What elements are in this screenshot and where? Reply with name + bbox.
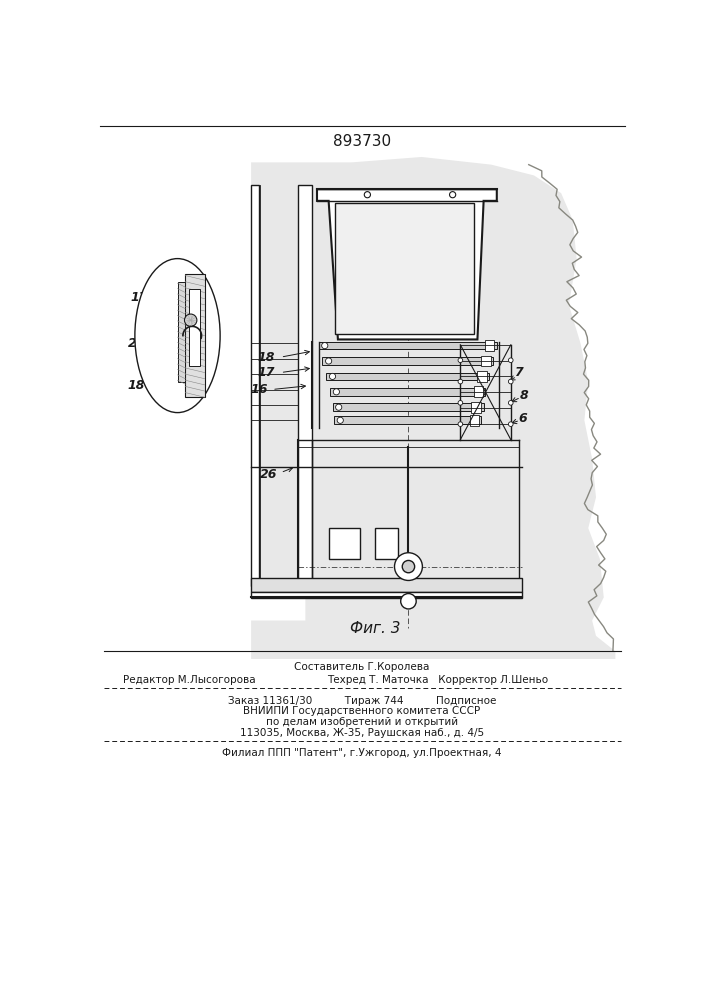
Circle shape: [336, 404, 341, 410]
Text: 25: 25: [128, 337, 145, 350]
Circle shape: [401, 594, 416, 609]
Circle shape: [508, 401, 513, 405]
Bar: [472, 402, 481, 413]
Bar: [481, 356, 491, 366]
Circle shape: [508, 379, 513, 384]
Text: 113035, Москва, Ж-35, Раушская наб., д. 4/5: 113035, Москва, Ж-35, Раушская наб., д. …: [240, 728, 484, 738]
Circle shape: [185, 314, 197, 326]
Circle shape: [458, 422, 462, 426]
Circle shape: [322, 343, 328, 349]
Bar: [251, 578, 522, 592]
Circle shape: [395, 553, 422, 580]
Text: 18: 18: [128, 379, 145, 392]
Text: Заказ 11361/30          Тираж 744          Подписное: Заказ 11361/30 Тираж 744 Подписное: [228, 696, 496, 706]
Circle shape: [458, 358, 462, 363]
Text: 17: 17: [258, 366, 275, 379]
Circle shape: [329, 373, 336, 379]
Circle shape: [364, 192, 370, 198]
Text: Фиг. 3: Фиг. 3: [350, 621, 400, 636]
Polygon shape: [251, 157, 615, 659]
Bar: [185, 274, 204, 397]
Circle shape: [508, 358, 513, 363]
Bar: [189, 289, 200, 366]
Polygon shape: [317, 189, 497, 339]
Text: ВНИИПИ Государственного комитета СССР: ВНИИПИ Государственного комитета СССР: [243, 706, 481, 716]
Bar: [474, 386, 483, 397]
Text: Филиал ППП "Патент", г.Ужгород, ул.Проектная, 4: Филиал ППП "Патент", г.Ужгород, ул.Проек…: [222, 748, 502, 758]
Circle shape: [325, 358, 332, 364]
Bar: [469, 415, 479, 426]
Text: Техред Т. Маточка   Корректор Л.Шеньо: Техред Т. Маточка Корректор Л.Шеньо: [327, 675, 548, 685]
Bar: [177, 282, 185, 382]
Text: 17: 17: [130, 291, 148, 304]
Circle shape: [337, 417, 344, 423]
Bar: [298, 185, 312, 586]
Bar: [319, 342, 497, 349]
Circle shape: [458, 401, 462, 405]
Text: Составитель Г.Королева: Составитель Г.Королева: [294, 662, 430, 672]
Text: 8: 8: [520, 389, 528, 402]
Text: 6: 6: [518, 412, 527, 425]
Text: 16: 16: [250, 383, 268, 396]
Text: по делам изобретений и открытий: по делам изобретений и открытий: [266, 717, 458, 727]
Bar: [322, 357, 493, 365]
Text: 26: 26: [259, 468, 277, 481]
Bar: [477, 371, 486, 382]
Bar: [375, 528, 398, 559]
Bar: [329, 528, 360, 559]
Bar: [327, 373, 489, 380]
Bar: [335, 203, 474, 334]
Bar: [485, 340, 494, 351]
Bar: [251, 185, 259, 586]
Circle shape: [450, 192, 456, 198]
Circle shape: [458, 379, 462, 384]
Text: 18: 18: [258, 351, 275, 364]
Ellipse shape: [135, 259, 220, 413]
Circle shape: [402, 560, 414, 573]
Bar: [251, 592, 522, 598]
Bar: [330, 388, 485, 396]
Bar: [334, 416, 481, 424]
Text: 893730: 893730: [333, 134, 391, 149]
Text: 7: 7: [514, 366, 523, 379]
Circle shape: [333, 389, 339, 395]
Circle shape: [508, 422, 513, 426]
Bar: [332, 403, 484, 411]
Text: Редактор М.Лысогорова: Редактор М.Лысогорова: [123, 675, 255, 685]
